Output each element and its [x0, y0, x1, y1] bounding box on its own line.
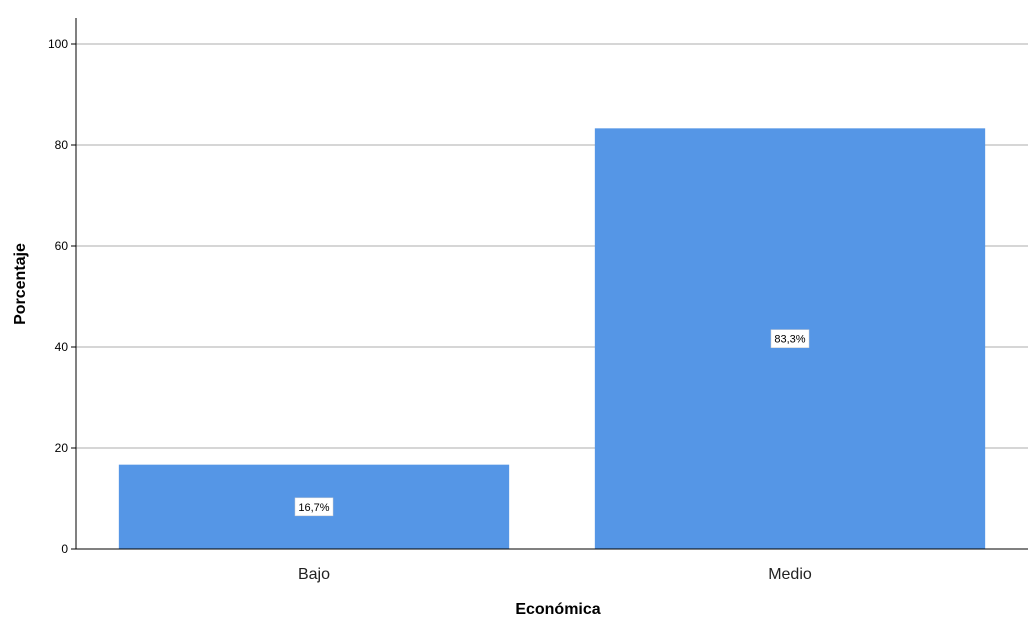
data-label: 83,3%	[774, 334, 805, 346]
data-labels: 16,7% 83,3%	[294, 329, 810, 517]
x-axis-title: Económica	[515, 601, 600, 618]
axes	[75, 18, 1028, 550]
bars	[118, 128, 986, 549]
x-tick-label: Medio	[768, 566, 812, 583]
x-tick-label: Bajo	[298, 566, 330, 583]
y-tick-label: 80	[55, 138, 69, 152]
y-tick-label: 20	[55, 441, 69, 455]
data-label: 16,7%	[298, 502, 329, 514]
y-tick-label: 40	[55, 340, 69, 354]
y-tick-label: 60	[55, 239, 69, 253]
x-tick-labels: Bajo Medio	[298, 566, 812, 583]
y-axis-title: Porcentaje	[12, 243, 29, 325]
y-tick-labels: 0 20 40 60 80 100	[48, 37, 76, 556]
data-label-box	[294, 497, 334, 517]
y-tick-label: 100	[48, 37, 68, 51]
y-tick-label: 0	[61, 542, 68, 556]
data-label-box	[770, 329, 810, 348]
